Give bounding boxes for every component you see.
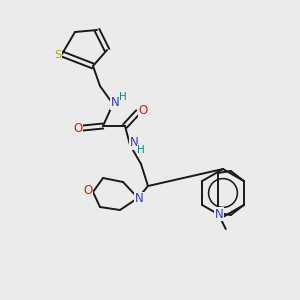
Text: H: H xyxy=(119,92,127,102)
Text: N: N xyxy=(135,193,143,206)
Text: O: O xyxy=(74,122,82,134)
Text: O: O xyxy=(83,184,93,197)
Text: N: N xyxy=(214,208,223,220)
Text: S: S xyxy=(54,50,61,60)
Text: N: N xyxy=(130,136,138,149)
Text: N: N xyxy=(111,97,119,110)
Text: O: O xyxy=(138,103,148,116)
Text: H: H xyxy=(137,145,145,155)
